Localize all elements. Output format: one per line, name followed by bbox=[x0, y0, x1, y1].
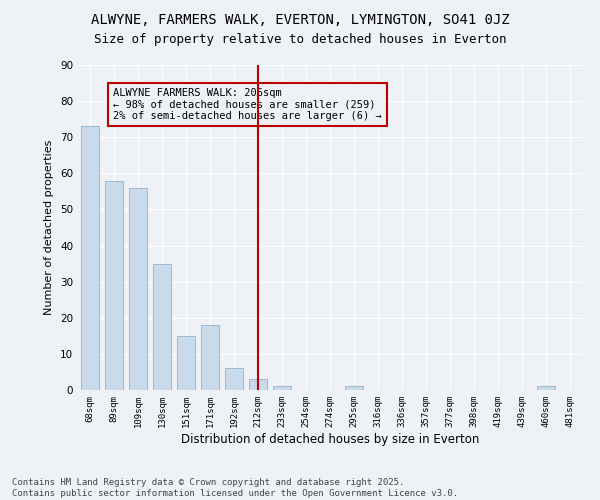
Y-axis label: Number of detached properties: Number of detached properties bbox=[44, 140, 55, 315]
Bar bbox=[177, 336, 195, 390]
X-axis label: Distribution of detached houses by size in Everton: Distribution of detached houses by size … bbox=[181, 432, 479, 446]
Bar bbox=[105, 180, 123, 390]
Bar bbox=[201, 325, 219, 390]
Bar bbox=[81, 126, 99, 390]
Bar bbox=[537, 386, 555, 390]
Bar bbox=[249, 379, 267, 390]
Bar bbox=[225, 368, 243, 390]
Text: ALWYNE, FARMERS WALK, EVERTON, LYMINGTON, SO41 0JZ: ALWYNE, FARMERS WALK, EVERTON, LYMINGTON… bbox=[91, 12, 509, 26]
Bar bbox=[153, 264, 171, 390]
Bar bbox=[129, 188, 147, 390]
Bar bbox=[273, 386, 291, 390]
Bar bbox=[345, 386, 363, 390]
Text: ALWYNE FARMERS WALK: 206sqm
← 98% of detached houses are smaller (259)
2% of sem: ALWYNE FARMERS WALK: 206sqm ← 98% of det… bbox=[113, 88, 382, 121]
Text: Contains HM Land Registry data © Crown copyright and database right 2025.
Contai: Contains HM Land Registry data © Crown c… bbox=[12, 478, 458, 498]
Text: Size of property relative to detached houses in Everton: Size of property relative to detached ho… bbox=[94, 32, 506, 46]
